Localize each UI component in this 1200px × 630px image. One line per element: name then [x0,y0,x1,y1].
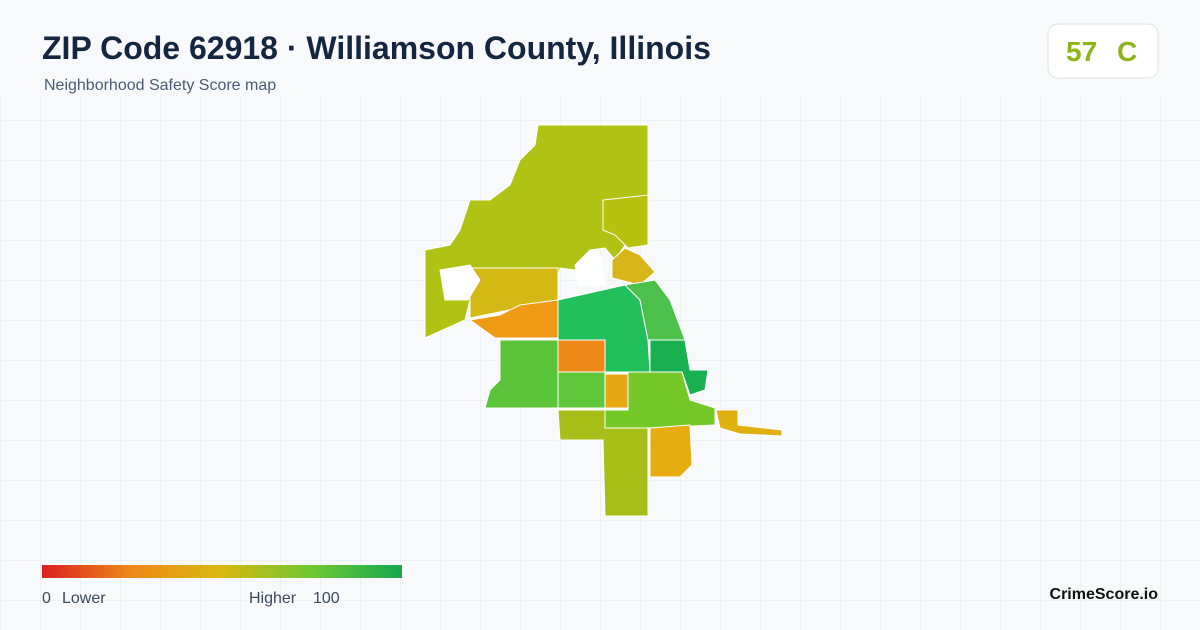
legend-max-label: Higher [249,590,297,607]
score-grade: C [1117,36,1137,67]
subtitle: Neighborhood Safety Score map [44,77,276,94]
legend-min: 0 [42,590,51,607]
legend-bar [42,565,402,578]
title: ZIP Code 62918 · Williamson County, Illi… [42,30,711,66]
legend-min-label: Lower [62,590,106,607]
brand: CrimeScore.io [1050,586,1159,603]
score-box [1047,23,1159,79]
legend-max: 100 [313,590,340,607]
zip-map [424,124,783,517]
score-value: 57 [1066,36,1097,67]
